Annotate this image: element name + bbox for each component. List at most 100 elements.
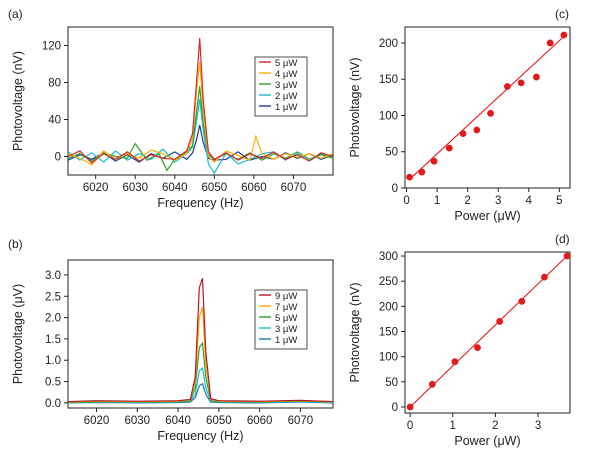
panel-label: (b) (8, 237, 23, 251)
x-axis-label: Frequency (Hz) (157, 196, 243, 210)
data-point (428, 380, 436, 388)
panel-a: (a) 6020 6030 6040 6050 6060 6070 0 40 80 120 Frequ… (8, 7, 334, 210)
x-tick-label: 6020 (83, 182, 109, 194)
y-tick-label: 2.0 (45, 313, 61, 325)
panel-b: (b) 6020 6030 6040 6050 6060 6070 0.0 0.5 1.0 1.5 2… (8, 237, 334, 443)
legend-label: 2 μW (275, 91, 297, 102)
legend-label: 3 μW (275, 80, 297, 91)
y-tick-label: 0.0 (45, 398, 61, 410)
x-tick-label: 0 (403, 195, 409, 207)
panel-label: (d) (555, 232, 570, 246)
x-axis-label: Frequency (Hz) (157, 429, 243, 443)
fit-line (409, 34, 566, 180)
x-tick-label: 2 (492, 420, 498, 432)
y-tick-label: 1.5 (45, 334, 61, 346)
data-point (474, 344, 481, 351)
y-tick-label: 40 (48, 115, 61, 127)
y-tick-label: 3.0 (45, 270, 61, 282)
y-tick-label: 200 (379, 38, 398, 50)
x-tick-label: 0 (407, 420, 413, 432)
data-point (473, 126, 481, 134)
y-tick-label: 2.5 (45, 291, 61, 303)
y-tick-label: 80 (48, 78, 61, 90)
y-axis-label: Photovoltage (nV) (348, 282, 362, 382)
y-tick-label: 100 (379, 110, 398, 122)
x-tick-label: 1 (434, 195, 440, 207)
legend-label: 4 μW (275, 69, 297, 80)
legend-label: 1 μW (275, 102, 297, 113)
data-point (541, 273, 548, 281)
y-tick-label: 200 (379, 301, 398, 313)
data-point (406, 403, 414, 411)
plot-frame (67, 26, 334, 176)
x-axis-label: Power (μW) (454, 209, 520, 223)
panel-d: (d) 0 1 2 3 0 50 100 150 200 250 300 Power (μW) Photo… (348, 232, 571, 448)
legend-label: 5 μW (275, 58, 297, 69)
data-point (518, 297, 526, 305)
data-point (517, 79, 525, 87)
x-tick-label: 6050 (202, 182, 228, 194)
data-point (496, 318, 504, 325)
y-tick-label: 250 (379, 276, 398, 288)
panel-label: (a) (8, 7, 23, 21)
legend-label: 1 μW (275, 335, 297, 346)
series-line (68, 62, 333, 166)
data-point (487, 109, 494, 117)
data-point (563, 252, 570, 260)
series-line (68, 38, 333, 164)
data-point (532, 73, 540, 81)
data-point (418, 168, 426, 176)
y-tick-label: 50 (385, 147, 398, 159)
y-tick-label: 100 (379, 352, 398, 364)
x-tick-label: 6040 (165, 415, 191, 427)
y-tick-label: 50 (385, 377, 398, 389)
x-tick-label: 6020 (84, 415, 110, 427)
x-tick-label: 6030 (122, 182, 148, 194)
plot-area (406, 252, 570, 411)
series-line (68, 278, 333, 403)
data-point (560, 31, 568, 39)
x-tick-label: 6060 (247, 415, 273, 427)
x-axis-label: Power (μW) (454, 434, 520, 448)
y-tick-label: 300 (379, 251, 398, 263)
x-tick-label: 6040 (162, 182, 188, 194)
plot-area (68, 38, 333, 175)
data-point (546, 39, 554, 47)
legend-label: 7 μW (275, 302, 297, 313)
x-tick-label: 6050 (206, 415, 232, 427)
plot-area (406, 31, 568, 181)
x-tick-label: 1 (450, 420, 456, 432)
x-tick-label: 6030 (125, 415, 151, 427)
y-tick-label: 0 (392, 402, 398, 414)
x-tick-label: 6070 (281, 182, 307, 194)
legend-label: 5 μW (275, 313, 297, 324)
x-tick-label: 6060 (241, 182, 267, 194)
x-tick-label: 3 (495, 195, 501, 207)
y-axis-label: Photovoltage (nV) (11, 51, 25, 151)
y-tick-label: 0 (55, 152, 61, 164)
x-tick-label: 4 (526, 195, 533, 207)
data-point (451, 358, 459, 366)
x-tick-label: 3 (535, 420, 541, 432)
legend-box (254, 56, 308, 117)
y-axis-label: Photovoltage (μV) (11, 284, 25, 384)
data-point (503, 83, 511, 90)
fit-line (409, 255, 568, 408)
y-tick-label: 150 (379, 74, 398, 86)
y-tick-label: 0 (392, 183, 398, 195)
x-tick-label: 2 (464, 195, 470, 207)
plot-frame (67, 259, 334, 409)
legend-label: 9 μW (275, 291, 297, 302)
x-tick-label: 6070 (288, 415, 314, 427)
data-point (459, 130, 467, 138)
y-tick-label: 0.5 (45, 377, 61, 389)
data-point (406, 173, 413, 181)
y-tick-label: 150 (379, 326, 398, 338)
y-tick-label: 120 (42, 41, 61, 53)
y-axis-label: Photovoltage (nV) (348, 57, 362, 157)
legend-label: 3 μW (275, 324, 297, 335)
x-tick-label: 5 (556, 195, 562, 207)
panel-label: (c) (555, 7, 569, 21)
